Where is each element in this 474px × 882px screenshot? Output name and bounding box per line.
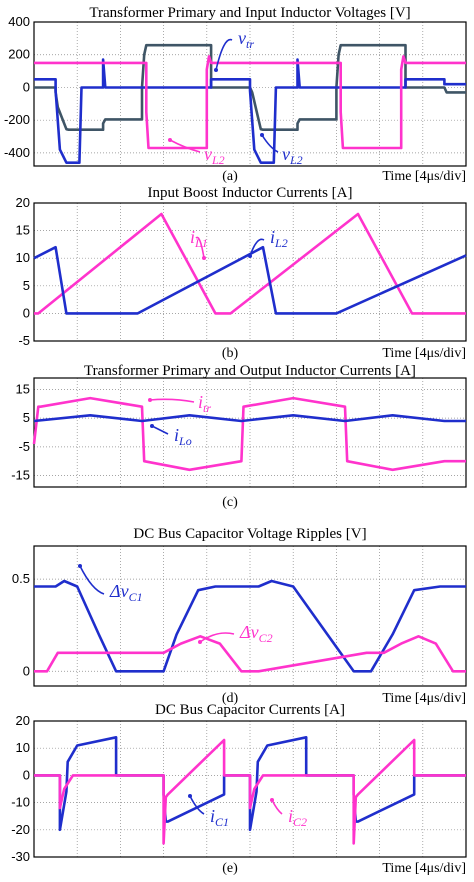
x-axis-label: Time [4μs/div] [382,861,466,876]
annotation-arrowhead [260,133,264,137]
y-tick-label: -5 [18,439,30,454]
y-tick-label: 0 [23,79,30,94]
chart-panel-4: DC Bus Capacitor Voltage Ripples [V] 0.5 0… [12,526,467,706]
series-line-vc2 [34,634,466,673]
y-tick-label: 0 [23,305,30,320]
series-label: vtr [238,28,254,51]
annotation-arrow [271,799,283,815]
y-tick-label: 20 [16,713,30,728]
subfigure-label: (c) [222,495,238,510]
series-label: ΔvC1 [109,581,143,604]
y-tick-label: -200 [4,112,30,127]
series-line-itr [32,396,466,472]
series-line-ic2 [34,738,466,845]
annotation-arrow [189,795,205,815]
chart-panel-5: DC Bus Capacitor Currents [A] 20 10 0 -10 -20… [11,702,467,876]
y-tick-label: 200 [8,47,30,62]
chart-title: Input Boost Inductor Currents [A] [148,185,353,201]
y-tick-label: 20 [16,195,30,210]
annotation-arrowhead [78,564,82,568]
y-tick-label: 0 [23,767,30,782]
series-line-il1 [34,212,466,315]
annotation-arrow [261,134,279,153]
series-line-vl2 [34,55,466,150]
series-line-il2 [33,245,467,315]
series-label: iLo [174,425,192,448]
annotation-arrowhead [270,798,274,802]
y-tick-label: 10 [16,740,30,755]
plot-frame [33,377,467,488]
annotation-arrowhead [248,254,252,258]
series-label: itr [198,392,211,415]
x-axis-label: Time [4μs/div] [382,346,466,361]
y-tick-label: 5 [23,410,30,425]
subfigure-label: (e) [222,861,238,876]
annotation-arrow [169,139,201,153]
plot-frame [33,545,467,687]
annotation-arrowhead [148,398,152,402]
y-tick-label: -20 [11,822,30,837]
y-tick-label: -400 [4,145,30,160]
annotation-arrow [79,565,105,595]
series-label: iL1 [190,227,208,250]
x-axis-label: Time [4μs/div] [382,691,466,706]
annotation-arrowhead [214,68,218,72]
y-tick-label: 15 [16,381,30,396]
series-label: iC1 [210,806,229,829]
y-tick-label: 0 [23,663,30,678]
subfigure-label: (d) [222,691,239,706]
y-tick-label: 5 [23,278,30,293]
annotation-arrow [199,632,235,643]
y-tick-label: 400 [8,14,30,29]
annotation-arrow [151,425,169,435]
x-axis-label: Time [4μs/div] [382,169,466,184]
annotation-arrowhead [198,640,202,644]
chart-title: DC Bus Capacitor Currents [A] [155,702,345,718]
subfigure-label: (a) [222,169,238,184]
annotation-arrowhead [150,424,154,428]
series-line-vc1 [34,579,466,673]
y-tick-label: -30 [11,849,30,864]
series-label: iL2 [270,227,288,250]
annotation-arrow [195,236,205,259]
y-tick-label: 0.5 [12,571,30,586]
annotation-arrow [249,238,265,257]
plot-frame [33,720,467,858]
y-tick-label: 10 [16,250,30,265]
chart-title: Transformer Primary and Input Inductor V… [89,5,410,21]
annotation-arrowhead [168,138,172,142]
y-tick-label: -5 [18,333,30,348]
series-label: vL2 [282,144,303,167]
annotation-arrowhead [202,256,206,260]
chart-panel-3: Transformer Primary and Output Inductor … [11,363,467,510]
y-tick-label: -15 [11,468,30,483]
series-label: iC2 [288,806,307,829]
chart-title: DC Bus Capacitor Voltage Ripples [V] [133,526,366,542]
annotation-arrow [149,398,195,403]
series-line-ilo [33,413,466,423]
series-label: vL2 [204,144,225,167]
chart-panel-2: Input Boost Inductor Currents [A] 20 15 10 5… [16,185,467,361]
series-line-vl2 [34,58,466,164]
chart-title: Transformer Primary and Output Inductor … [84,363,416,379]
y-tick-label: 15 [16,223,30,238]
subfigure-label: (b) [222,346,239,361]
plot-frame [33,202,467,342]
annotation-arrowhead [188,794,192,798]
chart-panel-1: Transformer Primary and Input Inductor V… [4,5,467,184]
y-tick-label: -10 [11,795,30,810]
series-label: ΔvC2 [239,622,273,645]
plot-frame [33,21,467,167]
annotation-arrow [215,38,233,71]
